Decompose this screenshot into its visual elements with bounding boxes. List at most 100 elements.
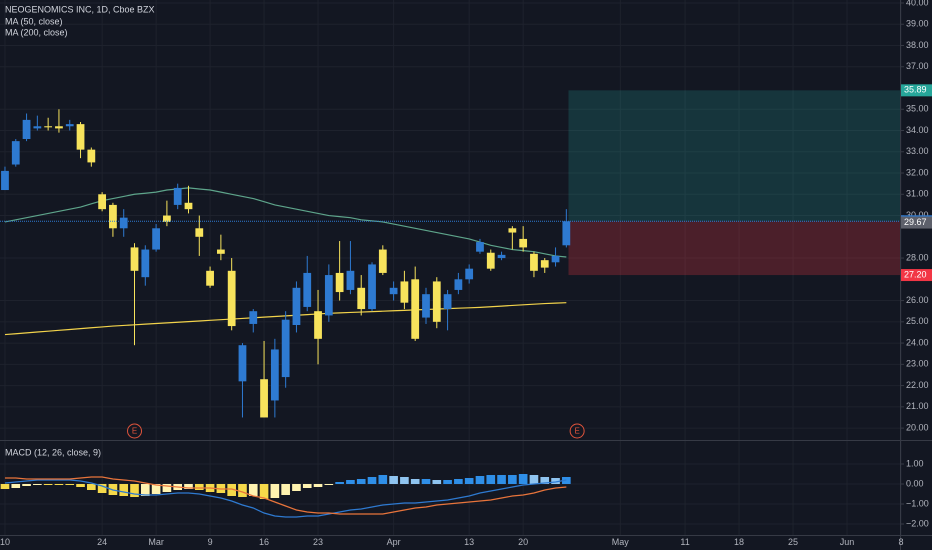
candle-body xyxy=(411,279,420,339)
y-tick-label: −2.00 xyxy=(906,518,929,528)
histogram-bar xyxy=(335,482,344,484)
candle-body xyxy=(281,319,290,378)
candle-body xyxy=(378,249,387,273)
candle-body xyxy=(335,272,344,293)
candle-body xyxy=(497,254,506,259)
y-tick-label: 38.00 xyxy=(906,40,929,50)
y-tick-label: 40.00 xyxy=(906,0,929,7)
histogram-bar xyxy=(33,484,42,485)
y-tick-label: 35.00 xyxy=(906,104,929,114)
y-tick-label: 39.00 xyxy=(906,19,929,29)
candle-body xyxy=(368,264,376,310)
candle-body xyxy=(98,194,107,210)
y-tick-label: 30.00 xyxy=(906,210,929,220)
histogram-bar xyxy=(184,484,193,489)
candle-body xyxy=(119,217,128,229)
candle-body xyxy=(173,187,182,205)
candle-body xyxy=(551,255,560,263)
x-tick-label: Jun xyxy=(840,537,855,547)
candle-body xyxy=(33,126,42,129)
macd-line xyxy=(4,479,567,518)
event-label: E xyxy=(132,427,137,436)
histogram-bar xyxy=(518,474,528,484)
x-tick-label: 13 xyxy=(464,537,474,547)
histogram-bar xyxy=(324,484,334,485)
event-marker xyxy=(569,423,585,439)
x-tick-label: 18 xyxy=(734,537,744,547)
candle-body xyxy=(508,228,517,233)
price-badge-label: 27.20 xyxy=(904,269,927,279)
price-badge xyxy=(901,84,932,97)
histogram-bar xyxy=(540,477,550,484)
histogram-bar xyxy=(410,479,420,484)
candle-body xyxy=(314,311,322,339)
histogram-bar xyxy=(22,484,31,486)
histogram-bar xyxy=(65,484,75,485)
x-tick-label: May xyxy=(612,537,630,547)
histogram-bar xyxy=(281,484,290,495)
histogram-bar xyxy=(302,484,312,488)
candle-body xyxy=(249,311,258,324)
legend-entry: MA (200, close) xyxy=(5,27,68,37)
y-tick-label: 37.00 xyxy=(906,61,929,71)
x-tick-label: Mar xyxy=(148,537,164,547)
plot-layer xyxy=(0,0,902,535)
candle-body xyxy=(270,349,279,401)
y-tick-label: 22.00 xyxy=(906,380,929,390)
candle-body xyxy=(1,170,9,191)
histogram-bar xyxy=(97,484,107,493)
candle-body xyxy=(76,124,85,150)
histogram-bar xyxy=(11,484,21,488)
x-tick-label: 25 xyxy=(788,537,798,547)
x-tick-label: 16 xyxy=(259,537,269,547)
histogram-bar xyxy=(87,484,96,490)
histogram-bar xyxy=(227,484,236,496)
y-tick-label: 23.00 xyxy=(906,359,929,369)
y-tick-label: 34.00 xyxy=(906,125,929,135)
histogram-bar xyxy=(389,476,398,484)
x-tick-label: 8 xyxy=(898,537,903,547)
histogram-bar xyxy=(356,479,366,484)
histogram-bar xyxy=(76,484,85,487)
y-tick-label: 25.00 xyxy=(906,316,929,326)
price-badge xyxy=(901,216,932,229)
histogram-bar xyxy=(43,484,53,485)
candle-body xyxy=(44,126,53,128)
signal-line xyxy=(4,476,567,515)
x-tick-label: 24 xyxy=(97,537,107,547)
candle-body xyxy=(454,279,463,290)
legend-entry: MA (50, close) xyxy=(5,16,63,26)
histogram-bar xyxy=(194,484,204,490)
x-tick-label: 11 xyxy=(680,537,689,547)
histogram-bar xyxy=(475,476,485,484)
candle-body xyxy=(152,228,160,250)
candle-body xyxy=(324,275,333,316)
histogram-bar xyxy=(130,484,139,497)
candle-body xyxy=(486,252,495,269)
histogram-bar xyxy=(259,484,269,499)
candle-body xyxy=(22,119,31,140)
histogram-bar xyxy=(443,480,452,484)
candle-body xyxy=(562,221,571,246)
histogram-bar xyxy=(346,480,355,484)
candle-body xyxy=(357,287,366,310)
y-tick-label: 28.00 xyxy=(906,252,929,262)
candle-body xyxy=(389,287,398,295)
candle-body xyxy=(184,202,193,210)
candle-body xyxy=(216,249,225,254)
histogram-bar xyxy=(529,475,539,484)
candle-body xyxy=(530,253,538,271)
histogram-bar xyxy=(270,484,280,498)
histogram-bar xyxy=(313,484,323,487)
candle-body xyxy=(303,272,312,307)
chart-title: NEOGENOMICS INC, 1D, Cboe BZX xyxy=(5,4,155,14)
histogram-bar xyxy=(497,475,506,484)
histogram-bar xyxy=(454,479,463,484)
candle-body xyxy=(465,268,474,280)
y-tick-label: 32.00 xyxy=(906,167,929,177)
candle-body xyxy=(163,215,171,222)
histogram-bar xyxy=(432,480,442,484)
profit-zone xyxy=(568,90,901,222)
candle-body xyxy=(540,260,549,268)
